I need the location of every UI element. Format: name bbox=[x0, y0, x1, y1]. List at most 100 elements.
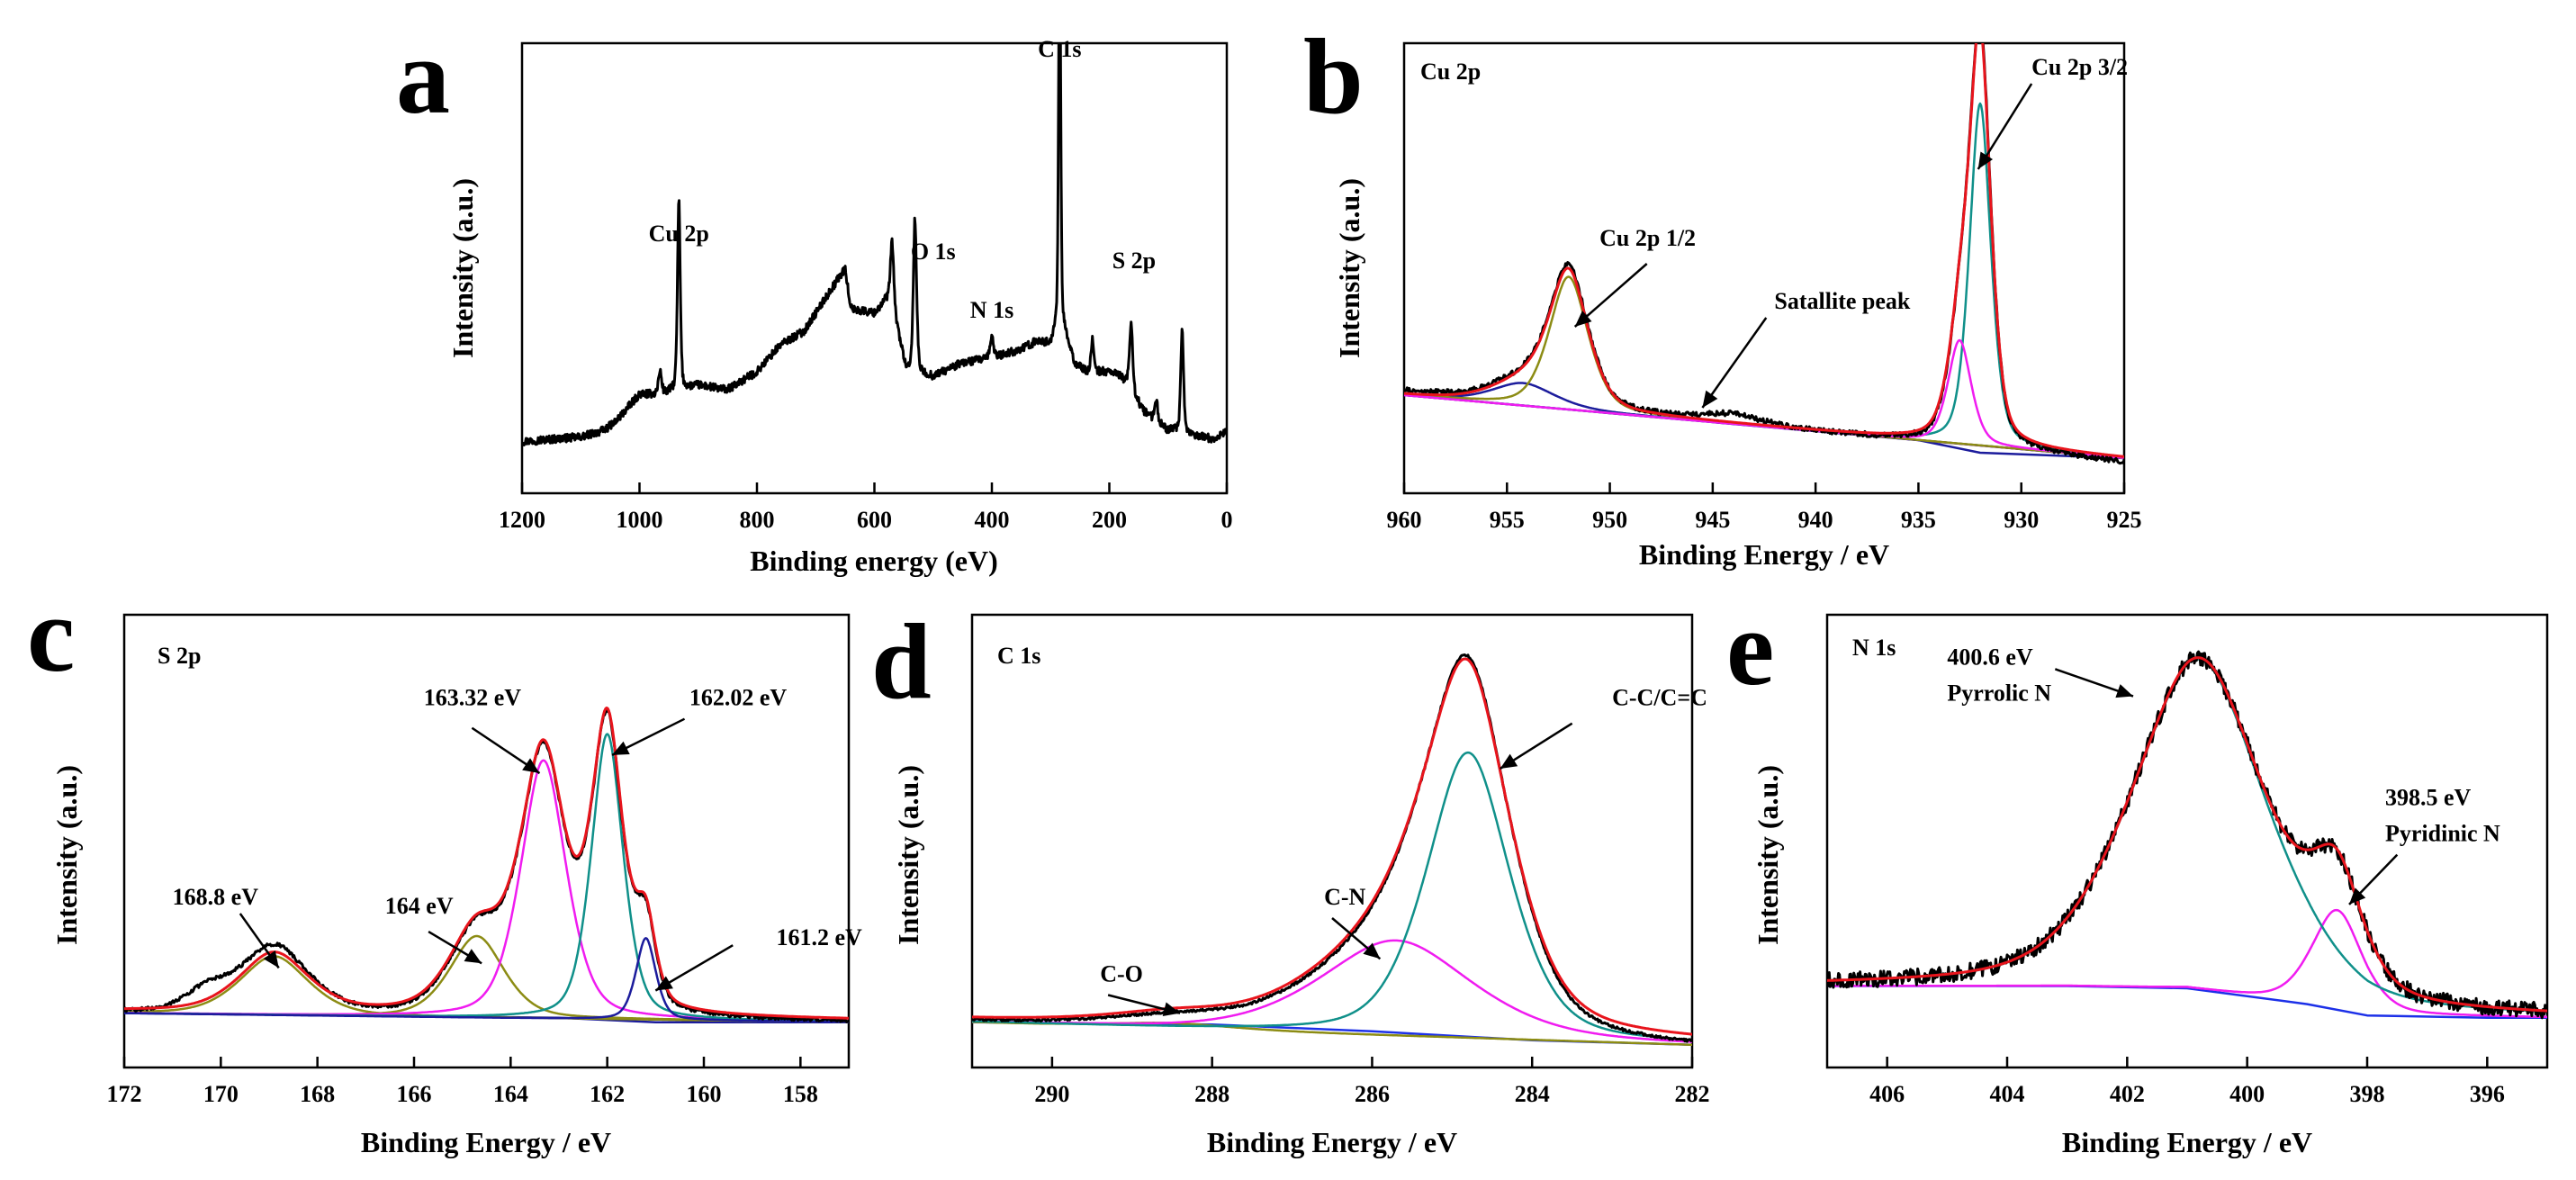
panel-c-xtick-label: 158 bbox=[783, 1081, 818, 1107]
panel-d-letter: d bbox=[871, 601, 932, 721]
panel-e-arrow-head bbox=[2349, 887, 2366, 905]
panel-a-xtick-label: 0 bbox=[1221, 507, 1233, 533]
panel-e-annotation: 400.6 eV bbox=[1947, 644, 2033, 670]
panel-d-xtick-label: 286 bbox=[1355, 1081, 1390, 1107]
panel-e-xlabel: Binding Energy / eV bbox=[2062, 1126, 2312, 1158]
panel-b-xtick-label: 960 bbox=[1387, 507, 1422, 533]
panel-b-annotation: Cu 2p 3/2 bbox=[2031, 54, 2128, 80]
panel-a-annotation: S 2p bbox=[1112, 248, 1156, 274]
panel-e-annotations: 400.6 eV Pyrrolic N 398.5 eV Pyridinic N bbox=[1947, 644, 2500, 905]
panel-b-xtick-label: 935 bbox=[1901, 507, 1936, 533]
panel-b-series bbox=[1404, 43, 2124, 465]
panel-e-series bbox=[1827, 650, 2547, 1020]
panel-e-series-line bbox=[1827, 908, 2547, 1019]
panel-c-series-line bbox=[124, 707, 849, 1020]
panel-b-letter: b bbox=[1303, 16, 1364, 136]
panel-c-arrow-head bbox=[522, 758, 540, 774]
panel-b-arrow-head bbox=[1574, 311, 1592, 327]
panel-e: e N 1s 406 404 402 400 398 396 400.6 eV Pyrrol… bbox=[1726, 588, 2549, 1158]
panel-d-ticks: 290 288 286 284 282 bbox=[1034, 1057, 1710, 1107]
panel-c-title: S 2p bbox=[158, 643, 201, 669]
panel-d-arrow-head bbox=[1162, 1002, 1181, 1017]
panel-a-series-line bbox=[522, 43, 1227, 446]
panel-c-series-line bbox=[124, 937, 849, 1023]
panel-e-annotation: Pyrrolic N bbox=[1947, 680, 2051, 707]
panel-c-arrow-head bbox=[655, 976, 673, 991]
panel-a-xtick-label: 400 bbox=[975, 507, 1010, 533]
panel-c-letter: c bbox=[27, 574, 75, 694]
panel-d-arrow-head bbox=[1500, 753, 1518, 770]
panel-d-xtick-label: 284 bbox=[1515, 1081, 1550, 1107]
panel-e-title: N 1s bbox=[1852, 635, 1896, 661]
panel-c-annotation: 164 eV bbox=[385, 893, 454, 919]
panel-e-xtick-label: 406 bbox=[1869, 1081, 1905, 1107]
panel-d-series-line bbox=[972, 653, 1692, 1043]
panel-a: a 1200 1000 800 600 400 200 0 Cu 2p O 1s N 1s C 1… bbox=[396, 16, 1233, 577]
panel-d-annotation: C-N bbox=[1324, 884, 1365, 910]
panel-e-letter: e bbox=[1726, 588, 1774, 707]
panel-a-ylabel: Intensity (a.u.) bbox=[446, 178, 479, 358]
panel-d-series-line bbox=[972, 751, 1692, 1041]
panel-b-xtick-label: 945 bbox=[1695, 507, 1730, 533]
panel-d-annotations: C-C/C=C C-N C-O bbox=[1100, 685, 1707, 1017]
panel-b-xtick-label: 955 bbox=[1490, 507, 1525, 533]
panel-a-annotation: C 1s bbox=[1038, 36, 1081, 62]
panel-b-xlabel: Binding Energy / eV bbox=[1639, 538, 1889, 571]
panel-b-annotation: Satallite peak bbox=[1774, 288, 1910, 314]
panel-e-ticks: 406 404 402 400 398 396 bbox=[1869, 1057, 2505, 1107]
panel-a-annotation: N 1s bbox=[970, 297, 1013, 323]
panel-c-arrow-head bbox=[464, 949, 482, 964]
panel-e-xtick-label: 404 bbox=[1990, 1081, 2025, 1107]
panel-e-arrow-head bbox=[2115, 684, 2133, 698]
panel-a-xtick-label: 1200 bbox=[499, 507, 545, 533]
panel-a-xtick-label: 200 bbox=[1092, 507, 1127, 533]
panel-c-xtick-label: 170 bbox=[203, 1081, 239, 1107]
panel-d-series-line bbox=[972, 657, 1692, 1036]
panel-d-xtick-label: 282 bbox=[1675, 1081, 1710, 1107]
panel-c-ticks: 172 170 168 166 164 162 160 158 bbox=[107, 1057, 818, 1107]
panel-c-annotation: 163.32 eV bbox=[424, 685, 522, 711]
panel-a-annotation: Cu 2p bbox=[649, 221, 709, 247]
panel-b-plot-frame bbox=[1402, 41, 2126, 495]
panel-b-xtick-label: 930 bbox=[2004, 507, 2039, 533]
panel-c: c S 2p 172 170 168 166 164 162 160 158 168.8 eV… bbox=[27, 574, 862, 1158]
panel-e-annotation: Pyridinic N bbox=[2385, 821, 2500, 847]
panel-a-xtick-label: 600 bbox=[857, 507, 892, 533]
panel-d-xtick-label: 288 bbox=[1194, 1081, 1229, 1107]
panel-d-title: C 1s bbox=[997, 643, 1040, 669]
panel-d-series bbox=[972, 653, 1692, 1047]
panel-c-annotation: 162.02 eV bbox=[689, 685, 788, 711]
panel-b-arrow-head bbox=[1702, 390, 1718, 408]
panel-c-annotations: 168.8 eV 164 eV 163.32 eV 162.02 eV 161.2 eV bbox=[173, 685, 863, 992]
panel-a-ticks: 1200 1000 800 600 400 200 0 bbox=[499, 482, 1233, 533]
panel-c-ylabel: Intensity (a.u.) bbox=[50, 765, 83, 945]
panel-c-plot-frame bbox=[122, 613, 851, 1069]
panel-d-ylabel: Intensity (a.u.) bbox=[892, 765, 924, 945]
panel-b-series-line bbox=[1404, 43, 2124, 458]
panel-b-xtick-label: 940 bbox=[1798, 507, 1833, 533]
panel-e-plot-frame bbox=[1825, 613, 2549, 1069]
panel-a-series bbox=[522, 43, 1227, 446]
panel-a-letter: a bbox=[396, 16, 450, 136]
panel-c-annotation: 161.2 eV bbox=[777, 924, 863, 950]
panel-c-arrow-head bbox=[612, 741, 630, 755]
panel-a-annotation: O 1s bbox=[911, 239, 956, 265]
panel-b-arrow-head bbox=[1977, 151, 1994, 169]
panel-b-ylabel: Intensity (a.u.) bbox=[1333, 178, 1365, 358]
panel-d-arrow-head bbox=[1363, 942, 1381, 959]
panel-d-xtick-label: 290 bbox=[1034, 1081, 1069, 1107]
panel-c-xtick-label: 160 bbox=[687, 1081, 722, 1107]
panel-b-arrow-shaft bbox=[1701, 317, 1768, 409]
panel-c-xtick-label: 172 bbox=[107, 1081, 142, 1107]
panel-d-xlabel: Binding Energy / eV bbox=[1207, 1126, 1457, 1158]
panel-b-arrow-shaft bbox=[1977, 83, 2033, 170]
panel-c-xlabel: Binding Energy / eV bbox=[361, 1126, 611, 1158]
panel-d: d C 1s 290 288 286 284 282 C-C/C=C C-N C-O Bin… bbox=[871, 601, 1710, 1158]
panel-e-ylabel: Intensity (a.u.) bbox=[1752, 765, 1784, 945]
panel-b-xtick-label: 925 bbox=[2107, 507, 2142, 533]
panel-d-annotation: C-O bbox=[1100, 960, 1143, 986]
panel-c-xtick-label: 164 bbox=[493, 1081, 528, 1107]
panel-a-xtick-label: 800 bbox=[740, 507, 775, 533]
panel-b: b Cu 2p 960 955 950 945 940 935 930 925 Cu 2p 3… bbox=[1303, 16, 2142, 571]
